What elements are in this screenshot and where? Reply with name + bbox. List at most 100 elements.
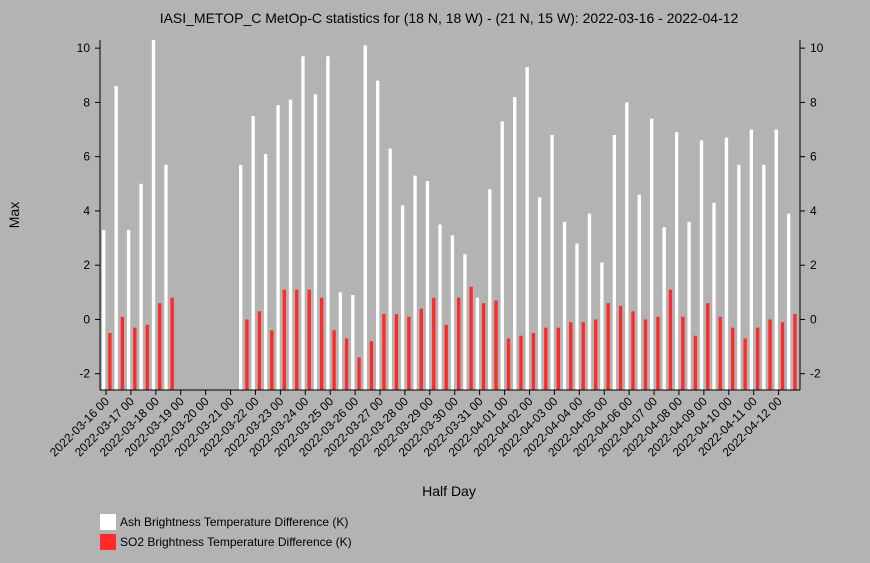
- so2-bar-38: [581, 322, 585, 390]
- ash-bar-42: [625, 102, 629, 391]
- y-tick-label-left: 8: [83, 95, 90, 109]
- ash-bar-43: [637, 194, 641, 390]
- so2-bar-5: [170, 297, 174, 390]
- x-axis-label: Half Day: [422, 483, 476, 499]
- so2-bar-45: [668, 289, 673, 390]
- ash-bar-4: [151, 40, 156, 390]
- so2-bar-23: [394, 314, 399, 390]
- so2-bar-28: [456, 297, 461, 390]
- ash-bar-50: [724, 137, 729, 390]
- bars-group: [102, 40, 797, 391]
- so2-bar-40: [606, 303, 610, 390]
- ash-bar-15: [288, 99, 293, 390]
- so2-bar-11: [245, 319, 249, 390]
- ash-bar-41: [612, 134, 617, 390]
- ash-bar-39: [587, 213, 592, 390]
- so2-bar-29: [469, 286, 473, 390]
- y-tick-label-left: 10: [77, 41, 91, 55]
- ash-bar-5: [164, 164, 168, 390]
- legend-swatch-ash: [100, 514, 116, 530]
- ash-bar-21: [363, 45, 367, 391]
- so2-bar-18: [332, 330, 336, 390]
- legend-label-ash: Ash Brightness Temperature Difference (K…: [120, 515, 349, 529]
- ash-bar-29: [463, 254, 467, 390]
- so2-bar-4: [158, 303, 162, 390]
- so2-bar-43: [643, 319, 648, 390]
- ash-bar-32: [500, 121, 504, 391]
- so2-bar-27: [444, 324, 448, 390]
- ash-bar-44: [650, 118, 654, 391]
- ash-bar-45: [662, 227, 666, 390]
- so2-bar-49: [718, 316, 722, 390]
- so2-bar-34: [531, 333, 536, 390]
- so2-bar-35: [544, 327, 548, 390]
- ash-bar-55: [787, 213, 791, 390]
- so2-bar-12: [257, 311, 262, 390]
- ash-bar-24: [400, 205, 405, 390]
- y-tick-label-right: 0: [810, 312, 817, 326]
- so2-bar-48: [706, 303, 710, 390]
- so2-bar-16: [307, 289, 311, 390]
- ash-bar-17: [313, 94, 318, 390]
- y-tick-label-left: -2: [79, 367, 90, 381]
- y-tick-label-right: -2: [810, 367, 821, 381]
- so2-bar-33: [519, 335, 523, 390]
- so2-bar-17: [319, 297, 324, 390]
- ash-bar-34: [525, 67, 529, 390]
- legend-label-so2: SO2 Brightness Temperature Difference (K…: [120, 535, 352, 549]
- ash-bar-52: [749, 129, 754, 390]
- y-tick-label-left: 0: [83, 312, 90, 326]
- ash-bar-1: [114, 86, 118, 391]
- so2-bar-47: [693, 335, 697, 390]
- ash-bar-12: [251, 115, 255, 390]
- so2-bar-39: [593, 319, 598, 390]
- ash-bar-46: [674, 132, 679, 390]
- ash-bar-40: [600, 262, 604, 390]
- ash-bar-3: [139, 183, 143, 390]
- so2-bar-15: [295, 289, 299, 390]
- so2-bar-41: [618, 305, 623, 390]
- so2-bar-31: [494, 300, 498, 390]
- so2-bar-1: [120, 316, 125, 390]
- legend-item-ash: Ash Brightness Temperature Difference (K…: [100, 512, 352, 532]
- ash-bar-20: [351, 295, 355, 390]
- ash-bar-27: [438, 224, 442, 390]
- so2-bar-36: [556, 327, 560, 390]
- ash-bar-36: [550, 134, 554, 390]
- ash-bar-28: [450, 235, 455, 390]
- ash-bar-22: [376, 80, 380, 390]
- ash-bar-35: [537, 197, 542, 390]
- ash-bar-37: [562, 221, 567, 390]
- ash-bar-53: [762, 164, 766, 390]
- ash-bar-2: [126, 229, 131, 390]
- so2-bar-51: [743, 338, 747, 390]
- so2-bar-37: [569, 322, 573, 390]
- so2-bar-26: [432, 297, 436, 390]
- y-tick-label-left: 4: [83, 204, 90, 218]
- so2-bar-55: [793, 314, 797, 390]
- so2-bar-14: [282, 289, 286, 390]
- ash-bar-11: [239, 164, 243, 390]
- y-tick-label-right: 8: [810, 95, 817, 109]
- y-tick-label-left: 6: [83, 150, 90, 164]
- legend: Ash Brightness Temperature Difference (K…: [100, 512, 352, 552]
- so2-bar-44: [656, 316, 660, 390]
- so2-bar-42: [631, 311, 635, 390]
- ash-bar-51: [737, 164, 741, 390]
- y-tick-label-right: 6: [810, 150, 817, 164]
- so2-bar-25: [419, 308, 423, 390]
- legend-swatch-so2: [100, 534, 116, 550]
- ash-bar-38: [575, 243, 579, 390]
- legend-item-so2: SO2 Brightness Temperature Difference (K…: [100, 532, 352, 552]
- y-tick-label-right: 4: [810, 204, 817, 218]
- so2-bar-50: [731, 327, 735, 390]
- ash-bar-33: [513, 96, 517, 390]
- ash-bar-47: [687, 221, 691, 390]
- so2-bar-22: [382, 314, 386, 390]
- ash-bar-31: [488, 189, 492, 390]
- chart-title: IASI_METOP_C MetOp-C statistics for (18 …: [160, 10, 739, 26]
- so2-bar-3: [145, 324, 149, 390]
- ash-bar-25: [413, 175, 417, 390]
- ash-bar-14: [276, 105, 280, 391]
